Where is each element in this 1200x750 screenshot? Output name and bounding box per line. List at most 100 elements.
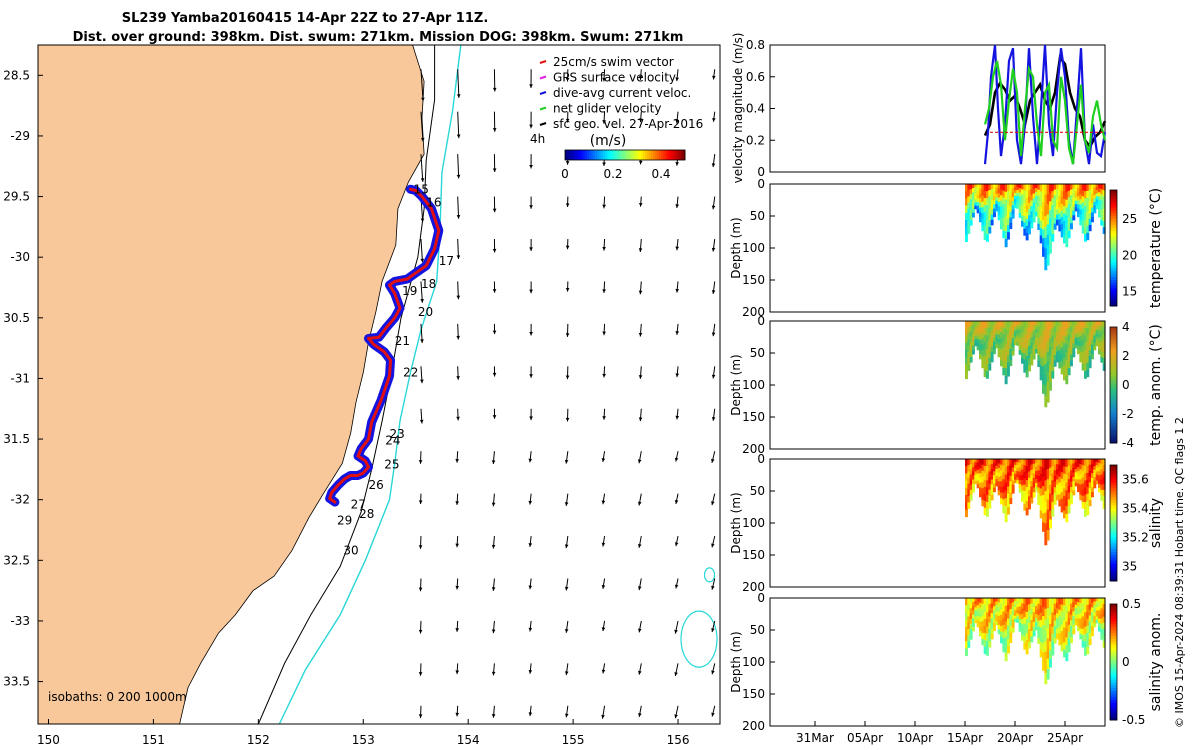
section-colorbar-cell bbox=[1110, 609, 1117, 614]
section-cell bbox=[1009, 631, 1013, 638]
section-cell bbox=[969, 184, 973, 190]
legend-label: net glider velocity bbox=[553, 102, 661, 116]
section-cell bbox=[1095, 327, 1099, 331]
section-cell bbox=[1014, 600, 1017, 605]
section-cell bbox=[1049, 235, 1052, 245]
section-cell bbox=[1049, 658, 1052, 668]
section-cell bbox=[1016, 598, 1020, 602]
section-cell bbox=[1042, 486, 1045, 496]
section-cell bbox=[1102, 641, 1106, 648]
section-cell bbox=[974, 321, 978, 325]
section-cell bbox=[1053, 360, 1057, 367]
section-cell bbox=[1102, 628, 1106, 636]
section-ytick-label: 50 bbox=[750, 484, 765, 498]
section-cell bbox=[1072, 334, 1076, 340]
section-cell bbox=[1002, 506, 1006, 514]
section-cell bbox=[1086, 459, 1090, 467]
section-cell bbox=[997, 352, 1001, 358]
section-colorbar-cell bbox=[1110, 408, 1117, 412]
section-cell bbox=[979, 492, 982, 498]
section-cell bbox=[1046, 499, 1050, 511]
section-cell bbox=[1081, 226, 1085, 234]
section-cell bbox=[1053, 343, 1057, 350]
section-cell bbox=[976, 202, 980, 207]
section-cell bbox=[1025, 225, 1029, 234]
section-cell bbox=[1018, 341, 1022, 347]
section-cell bbox=[1025, 355, 1029, 364]
section-cell bbox=[1081, 351, 1085, 359]
velocity-arrowhead bbox=[529, 124, 533, 129]
section-cell bbox=[986, 328, 989, 336]
section-cell bbox=[1088, 338, 1092, 345]
section-cell bbox=[1007, 625, 1010, 633]
section-cell bbox=[1091, 473, 1094, 479]
section-cell bbox=[993, 606, 996, 611]
section-colorbar-cell bbox=[1110, 390, 1117, 395]
section-cell bbox=[1002, 204, 1006, 212]
section-cell bbox=[1021, 480, 1024, 486]
section-cell bbox=[1039, 191, 1043, 200]
section-cell bbox=[1009, 200, 1013, 207]
section-cell bbox=[1053, 223, 1057, 230]
section-cell bbox=[1079, 321, 1083, 327]
section-cell bbox=[997, 463, 1001, 469]
section-colorbar-tick-label: 2 bbox=[1122, 349, 1130, 363]
section-cell bbox=[1030, 200, 1034, 207]
section-cell bbox=[979, 217, 982, 223]
section-cell bbox=[1021, 336, 1024, 343]
section-cell bbox=[1079, 351, 1083, 358]
section-cell bbox=[1014, 192, 1017, 197]
map-ytick-label: -33 bbox=[10, 614, 30, 628]
section-cell bbox=[1000, 343, 1003, 350]
section-cell bbox=[974, 601, 978, 605]
section-cell bbox=[1002, 217, 1006, 225]
section-cell bbox=[993, 618, 996, 623]
colorbar-cell bbox=[663, 150, 666, 160]
section-cell bbox=[1002, 472, 1006, 480]
section-colorbar-cell bbox=[1110, 387, 1117, 392]
section-cell bbox=[1049, 632, 1052, 642]
section-cell bbox=[1035, 204, 1038, 209]
section-cell bbox=[1004, 459, 1008, 468]
section-cell bbox=[1086, 334, 1090, 343]
section-cell bbox=[1070, 637, 1073, 644]
section-cell bbox=[1011, 346, 1015, 352]
section-cell bbox=[993, 321, 996, 326]
section-cell bbox=[976, 184, 980, 189]
section-cell bbox=[1009, 211, 1013, 218]
section-cell bbox=[1056, 204, 1059, 211]
section-cell bbox=[1056, 351, 1059, 358]
velocity-arrowhead bbox=[491, 671, 496, 676]
velocity-arrowhead bbox=[711, 205, 716, 210]
section-cell bbox=[1102, 616, 1106, 624]
credit-text: © IMOS 15-Apr-2024 08:39:31 Hobart time.… bbox=[1173, 417, 1186, 728]
section-ytick-label: 100 bbox=[742, 241, 765, 255]
section-colorbar-cell bbox=[1110, 414, 1117, 418]
section-cell bbox=[981, 470, 985, 478]
section-colorbar-cell bbox=[1110, 679, 1117, 683]
section-cell bbox=[1030, 480, 1034, 487]
section-cell bbox=[972, 614, 975, 620]
section-colorbar-cell bbox=[1110, 467, 1117, 472]
section-colorbar-cell bbox=[1110, 207, 1117, 211]
section-cell bbox=[967, 202, 971, 210]
section-cell bbox=[1025, 646, 1029, 655]
section-cell bbox=[1037, 206, 1041, 213]
section-cell bbox=[1051, 321, 1055, 329]
section-cell bbox=[969, 613, 973, 620]
section-colorbar-cell bbox=[1110, 216, 1117, 220]
section-ytick-label: 100 bbox=[742, 516, 765, 530]
section-cell bbox=[1070, 354, 1073, 361]
section-cell bbox=[1021, 357, 1024, 364]
section-cell bbox=[972, 337, 975, 343]
section-cell bbox=[1018, 213, 1022, 218]
section-cell bbox=[1063, 191, 1066, 200]
section-cell bbox=[1102, 496, 1106, 503]
section-cell bbox=[1037, 476, 1041, 483]
section-cell bbox=[1004, 506, 1008, 515]
section-cell bbox=[981, 195, 985, 203]
section-cell bbox=[1016, 327, 1020, 331]
section-cell bbox=[1088, 207, 1092, 214]
section-cell bbox=[1007, 197, 1010, 206]
section-cell bbox=[1070, 464, 1073, 471]
